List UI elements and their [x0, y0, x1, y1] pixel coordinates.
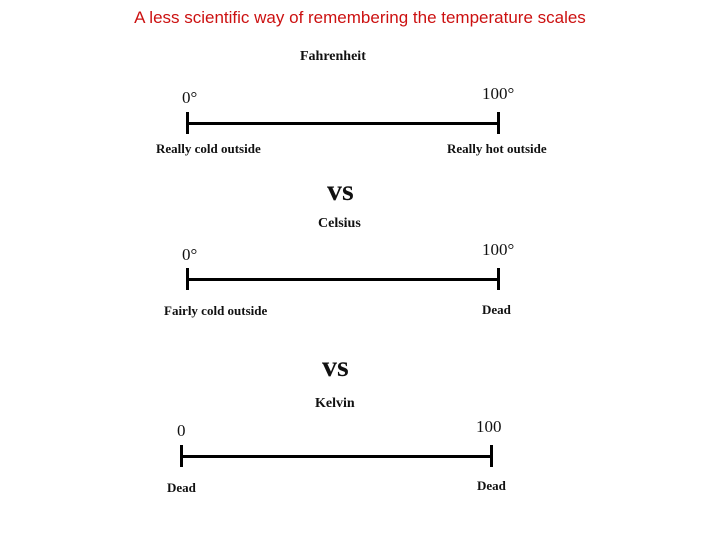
scale-end-label: Dead — [482, 302, 511, 317]
page-title: A less scientific way of remembering the… — [134, 8, 586, 27]
scale-end-value: 100° — [482, 240, 515, 259]
scale-start-value: 0° — [182, 245, 198, 264]
scale-line — [186, 122, 500, 125]
scale-end-tick — [497, 268, 500, 290]
scale-end-value: 100° — [482, 84, 515, 103]
scale-end-value: 100 — [476, 417, 502, 436]
scale-name: Kelvin — [315, 396, 355, 411]
scale-start-value: 0 — [177, 421, 186, 440]
scale-end-label: Really hot outside — [447, 141, 547, 156]
scale-end-label: Dead — [477, 478, 506, 493]
scale-line — [180, 455, 493, 458]
scale-name: Celsius — [318, 216, 361, 231]
scale-start-value: 0° — [182, 88, 198, 107]
scale-start-label: Really cold outside — [156, 141, 261, 156]
vs-separator: vs — [327, 174, 354, 207]
scale-line — [186, 278, 500, 281]
scale-end-tick — [490, 445, 493, 467]
scale-end-tick — [497, 112, 500, 134]
scale-name: Fahrenheit — [300, 49, 366, 64]
scale-start-label: Dead — [167, 480, 196, 495]
scale-start-label: Fairly cold outside — [164, 303, 268, 318]
vs-separator: vs — [322, 350, 349, 383]
